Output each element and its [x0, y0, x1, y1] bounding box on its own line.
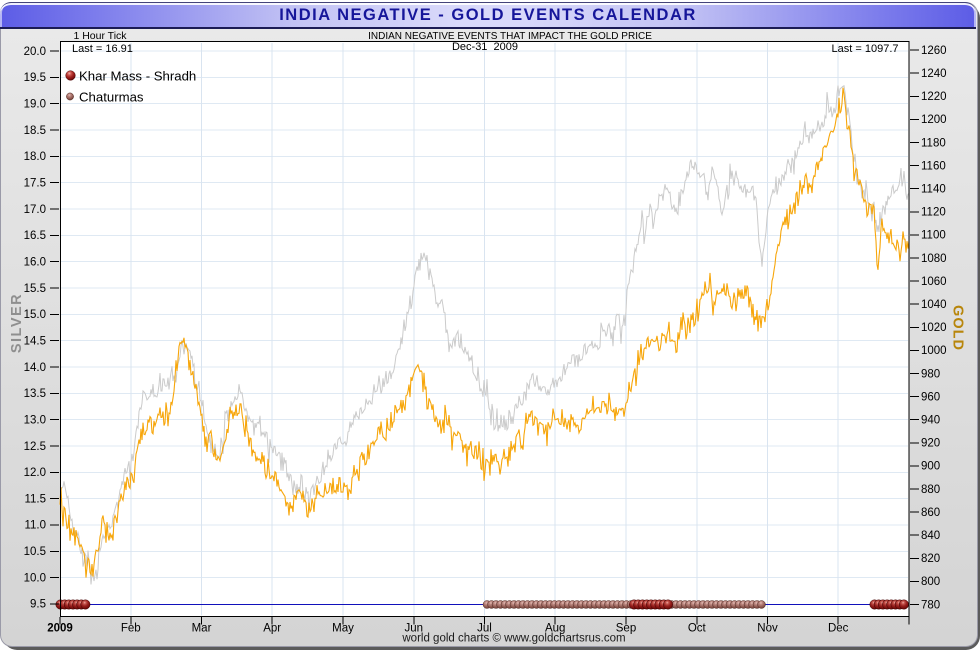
svg-text:20.0: 20.0 — [24, 46, 46, 58]
svg-text:12.5: 12.5 — [24, 441, 46, 453]
svg-text:780: 780 — [921, 599, 940, 611]
svg-text:Dec: Dec — [828, 623, 849, 635]
svg-text:940: 940 — [921, 415, 940, 427]
svg-text:860: 860 — [921, 507, 940, 519]
svg-text:960: 960 — [921, 391, 940, 403]
svg-text:14.0: 14.0 — [24, 362, 46, 374]
svg-text:1240: 1240 — [921, 68, 947, 80]
svg-text:SILVER: SILVER — [9, 293, 25, 353]
svg-text:14.5: 14.5 — [24, 335, 46, 347]
svg-text:1100: 1100 — [921, 230, 946, 242]
svg-text:Mar: Mar — [192, 623, 212, 635]
svg-text:18.0: 18.0 — [24, 151, 46, 163]
svg-text:10.0: 10.0 — [24, 572, 46, 584]
svg-text:13.5: 13.5 — [24, 388, 46, 400]
svg-text:16.5: 16.5 — [24, 230, 46, 242]
svg-text:1 Hour Tick: 1 Hour Tick — [73, 30, 127, 42]
svg-text:Jun: Jun — [405, 623, 424, 635]
svg-text:9.5: 9.5 — [30, 599, 46, 611]
svg-text:18.5: 18.5 — [24, 125, 46, 137]
svg-text:11.0: 11.0 — [24, 520, 46, 532]
svg-text:May: May — [332, 623, 354, 635]
svg-text:1040: 1040 — [921, 299, 947, 311]
svg-text:1000: 1000 — [921, 345, 947, 357]
svg-text:Oct: Oct — [688, 623, 707, 635]
svg-text:11.5: 11.5 — [24, 493, 46, 505]
svg-text:1020: 1020 — [921, 322, 947, 334]
svg-text:15.0: 15.0 — [24, 309, 46, 321]
svg-text:Dec-31 2009: Dec-31 2009 — [452, 41, 518, 53]
svg-text:Feb: Feb — [121, 623, 141, 635]
svg-text:12.0: 12.0 — [24, 467, 46, 479]
svg-text:1060: 1060 — [921, 276, 947, 288]
svg-text:17.5: 17.5 — [24, 177, 46, 189]
svg-text:world gold charts © www.goldch: world gold charts © www.goldchartsrus.co… — [401, 633, 625, 645]
svg-text:Apr: Apr — [263, 623, 281, 635]
svg-text:Aug: Aug — [545, 623, 565, 635]
svg-text:1260: 1260 — [921, 45, 947, 57]
svg-text:1200: 1200 — [921, 114, 947, 126]
svg-text:Nov: Nov — [757, 623, 778, 635]
svg-text:16.0: 16.0 — [24, 256, 46, 268]
svg-text:Jul: Jul — [477, 623, 492, 635]
svg-text:980: 980 — [921, 368, 940, 380]
svg-text:Khar Mass - Shradh: Khar Mass - Shradh — [79, 69, 196, 84]
svg-text:15.5: 15.5 — [24, 283, 46, 295]
svg-text:1160: 1160 — [921, 160, 946, 172]
svg-text:Sep: Sep — [616, 623, 636, 635]
svg-text:1140: 1140 — [921, 184, 946, 196]
svg-text:840: 840 — [921, 530, 940, 542]
svg-text:10.5: 10.5 — [24, 546, 46, 558]
svg-text:1220: 1220 — [921, 91, 947, 103]
svg-text:19.0: 19.0 — [24, 99, 46, 111]
svg-text:Last = 16.91: Last = 16.91 — [72, 43, 133, 55]
svg-text:820: 820 — [921, 553, 940, 565]
svg-text:INDIAN NEGATIVE EVENTS THAT IM: INDIAN NEGATIVE EVENTS THAT IMPACT THE G… — [368, 31, 652, 42]
svg-text:19.5: 19.5 — [24, 72, 46, 84]
svg-text:Chaturmas: Chaturmas — [79, 90, 144, 105]
svg-text:17.0: 17.0 — [24, 204, 46, 216]
svg-text:920: 920 — [921, 438, 940, 450]
svg-text:13.0: 13.0 — [24, 414, 46, 426]
svg-text:Last = 1097.7: Last = 1097.7 — [832, 43, 899, 55]
svg-text:1180: 1180 — [921, 137, 946, 149]
svg-text:900: 900 — [921, 461, 940, 473]
svg-text:2009: 2009 — [47, 623, 73, 635]
svg-text:1080: 1080 — [921, 253, 947, 265]
svg-text:800: 800 — [921, 576, 940, 588]
svg-text:880: 880 — [921, 484, 940, 496]
svg-text:GOLD: GOLD — [950, 305, 966, 351]
svg-text:1120: 1120 — [921, 207, 946, 219]
